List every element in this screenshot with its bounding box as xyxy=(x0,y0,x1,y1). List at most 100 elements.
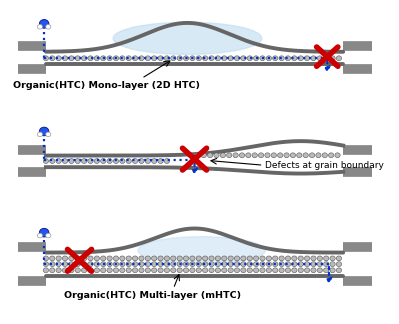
Circle shape xyxy=(247,256,253,261)
Circle shape xyxy=(260,268,265,273)
Circle shape xyxy=(234,262,240,267)
Circle shape xyxy=(330,56,335,61)
Circle shape xyxy=(152,262,157,267)
Circle shape xyxy=(46,233,51,238)
Circle shape xyxy=(311,256,316,261)
Circle shape xyxy=(164,56,170,61)
Circle shape xyxy=(228,56,233,61)
Circle shape xyxy=(336,262,342,267)
Circle shape xyxy=(260,56,265,61)
Circle shape xyxy=(285,56,290,61)
Circle shape xyxy=(190,262,195,267)
Circle shape xyxy=(46,132,51,137)
Circle shape xyxy=(227,153,232,158)
Circle shape xyxy=(145,256,150,261)
Circle shape xyxy=(62,256,68,261)
Circle shape xyxy=(279,262,284,267)
Circle shape xyxy=(265,153,270,158)
Circle shape xyxy=(164,262,170,267)
Circle shape xyxy=(298,268,303,273)
Circle shape xyxy=(253,256,259,261)
Circle shape xyxy=(209,268,214,273)
Circle shape xyxy=(171,262,176,267)
Circle shape xyxy=(152,256,157,261)
Circle shape xyxy=(75,159,81,163)
Circle shape xyxy=(335,153,340,158)
Circle shape xyxy=(324,256,329,261)
Circle shape xyxy=(253,56,259,61)
Circle shape xyxy=(38,24,43,29)
Circle shape xyxy=(215,262,221,267)
Circle shape xyxy=(311,262,316,267)
Circle shape xyxy=(126,262,131,267)
Circle shape xyxy=(279,256,284,261)
Circle shape xyxy=(309,153,315,158)
Circle shape xyxy=(120,56,125,61)
Circle shape xyxy=(292,262,297,267)
Circle shape xyxy=(266,262,272,267)
Ellipse shape xyxy=(138,237,265,264)
Circle shape xyxy=(247,262,253,267)
Circle shape xyxy=(62,159,68,163)
Circle shape xyxy=(49,256,55,261)
Circle shape xyxy=(158,262,163,267)
Circle shape xyxy=(177,256,182,261)
Circle shape xyxy=(228,256,233,261)
Circle shape xyxy=(336,256,342,261)
Circle shape xyxy=(38,132,43,137)
Circle shape xyxy=(75,268,81,273)
Circle shape xyxy=(158,256,163,261)
Circle shape xyxy=(81,159,87,163)
Circle shape xyxy=(304,262,310,267)
Circle shape xyxy=(253,262,259,267)
Circle shape xyxy=(177,56,182,61)
Circle shape xyxy=(152,159,157,163)
Circle shape xyxy=(101,268,106,273)
Circle shape xyxy=(113,262,119,267)
Circle shape xyxy=(298,256,303,261)
Circle shape xyxy=(120,268,125,273)
Circle shape xyxy=(81,262,87,267)
Circle shape xyxy=(88,159,93,163)
Circle shape xyxy=(278,153,283,158)
Circle shape xyxy=(215,268,221,273)
Circle shape xyxy=(292,56,297,61)
Circle shape xyxy=(132,56,138,61)
Circle shape xyxy=(158,56,163,61)
Circle shape xyxy=(145,56,150,61)
Circle shape xyxy=(62,268,68,273)
Circle shape xyxy=(113,159,119,163)
Circle shape xyxy=(75,262,81,267)
Circle shape xyxy=(184,56,189,61)
Circle shape xyxy=(164,159,170,163)
Circle shape xyxy=(336,56,342,61)
Circle shape xyxy=(81,256,87,261)
Circle shape xyxy=(107,256,112,261)
Circle shape xyxy=(228,262,233,267)
Circle shape xyxy=(43,262,49,267)
Circle shape xyxy=(184,256,189,261)
Circle shape xyxy=(126,159,131,163)
Circle shape xyxy=(88,268,93,273)
Circle shape xyxy=(139,159,144,163)
Circle shape xyxy=(158,159,163,163)
Circle shape xyxy=(221,256,227,261)
Circle shape xyxy=(62,56,68,61)
Circle shape xyxy=(285,268,290,273)
Circle shape xyxy=(94,268,99,273)
Circle shape xyxy=(241,256,246,261)
Circle shape xyxy=(260,262,265,267)
Circle shape xyxy=(221,262,227,267)
Circle shape xyxy=(290,153,296,158)
Circle shape xyxy=(292,268,297,273)
Circle shape xyxy=(56,268,61,273)
Text: Defects at grain boundary: Defects at grain boundary xyxy=(265,161,384,170)
Circle shape xyxy=(126,56,131,61)
Circle shape xyxy=(316,153,321,158)
Circle shape xyxy=(101,262,106,267)
Circle shape xyxy=(317,268,322,273)
Circle shape xyxy=(209,56,214,61)
Circle shape xyxy=(260,256,265,261)
Circle shape xyxy=(292,256,297,261)
Circle shape xyxy=(139,268,144,273)
